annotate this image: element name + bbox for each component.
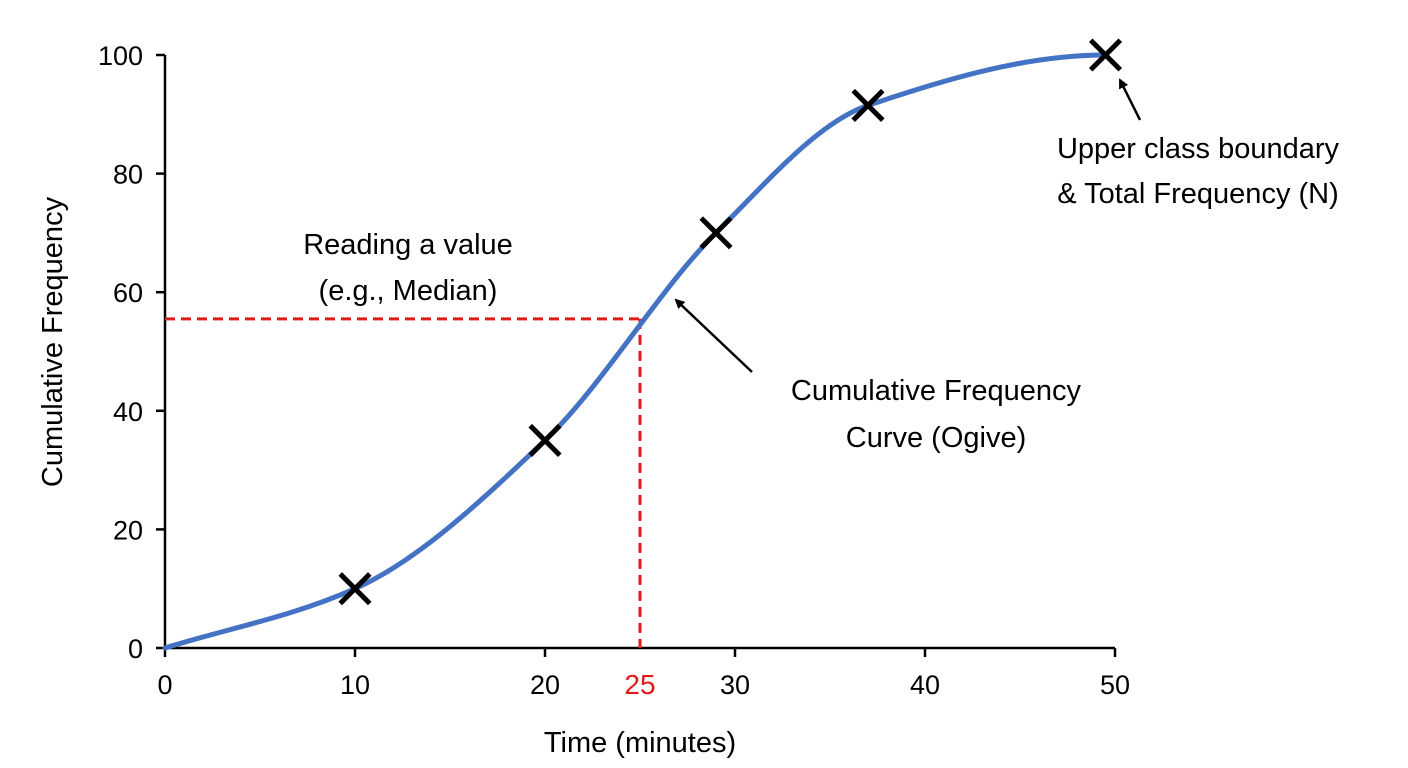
- x-tick-label: 10: [340, 670, 370, 700]
- x-tick-label: 20: [530, 670, 560, 700]
- median-reading-lines: 25: [165, 317, 656, 700]
- reading-value-annotation: Reading a value (e.g., Median): [303, 229, 513, 307]
- upper-boundary-annotation-line-2: & Total Frequency (N): [1057, 178, 1339, 210]
- upper-boundary-arrow: [1118, 78, 1142, 121]
- x-tick-label: 40: [910, 670, 940, 700]
- x-tick-label: 0: [157, 670, 172, 700]
- y-tick-label: 80: [113, 160, 143, 190]
- y-axis-ticks: 0 20 40 60 80 100: [98, 41, 165, 664]
- data-point-markers: [338, 38, 1123, 606]
- data-point-marker: [851, 88, 885, 122]
- ogive-annotation-line-1: Cumulative Frequency: [791, 375, 1082, 407]
- ogive-arrow: [674, 298, 753, 373]
- x-axis-ticks: 0 10 20 30 40 50: [157, 648, 1130, 700]
- data-point-marker: [699, 216, 733, 250]
- y-tick-label: 40: [113, 397, 143, 427]
- cumulative-frequency-curve: [162, 52, 1108, 651]
- x-axis-title: Time (minutes): [544, 727, 736, 759]
- data-point-marker: [528, 423, 562, 457]
- y-tick-label: 60: [113, 278, 143, 308]
- y-tick-label: 100: [98, 41, 143, 71]
- data-point-marker: [338, 572, 372, 606]
- reading-value-annotation-line-2: (e.g., Median): [319, 275, 498, 307]
- upper-boundary-annotation-line-1: Upper class boundary: [1057, 133, 1340, 165]
- upper-boundary-annotation: Upper class boundary & Total Frequency (…: [1057, 133, 1340, 210]
- median-x-value-label: 25: [624, 669, 655, 700]
- y-axis-title: Cumulative Frequency: [37, 196, 69, 487]
- ogive-annotation: Cumulative Frequency Curve (Ogive): [791, 375, 1082, 454]
- y-tick-label: 0: [128, 634, 143, 664]
- ogive-annotation-line-2: Curve (Ogive): [846, 422, 1027, 454]
- data-point-marker: [1088, 38, 1123, 72]
- y-tick-label: 20: [113, 515, 143, 545]
- reading-value-annotation-line-1: Reading a value: [303, 229, 513, 261]
- x-tick-label: 30: [720, 670, 750, 700]
- x-tick-label: 50: [1100, 670, 1130, 700]
